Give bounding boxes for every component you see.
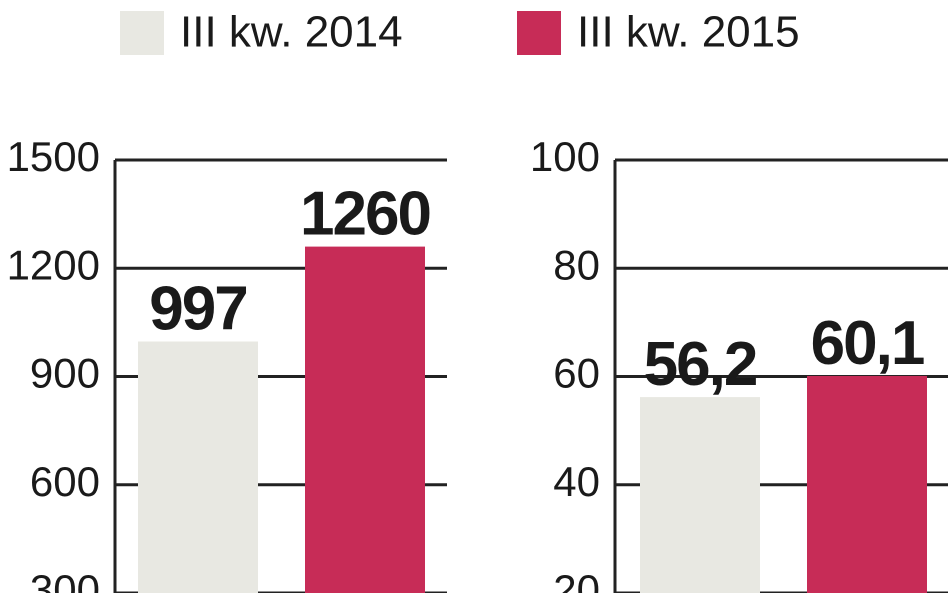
value-label: 60,1 <box>811 309 924 378</box>
legend-swatch <box>517 11 561 55</box>
y-tick-label: 80 <box>553 241 600 288</box>
bar <box>305 246 425 593</box>
y-tick-label: 60 <box>553 350 600 397</box>
y-tick-label: 600 <box>30 458 100 505</box>
y-tick-label: 900 <box>30 350 100 397</box>
y-tick-label: 20 <box>553 566 600 593</box>
bar <box>138 341 258 593</box>
y-tick-label: 100 <box>530 133 600 180</box>
bar <box>807 375 927 593</box>
value-label: 56,2 <box>644 330 757 399</box>
value-label: 997 <box>149 274 246 343</box>
y-tick-label: 1500 <box>7 133 100 180</box>
y-tick-label: 1200 <box>7 241 100 288</box>
y-tick-label: 300 <box>30 566 100 593</box>
value-label: 1260 <box>300 180 430 249</box>
legend-label: III kw. 2014 <box>180 8 403 57</box>
legend-label: III kw. 2015 <box>577 8 800 57</box>
bar <box>640 397 760 593</box>
legend-swatch <box>120 11 164 55</box>
y-tick-label: 40 <box>553 458 600 505</box>
